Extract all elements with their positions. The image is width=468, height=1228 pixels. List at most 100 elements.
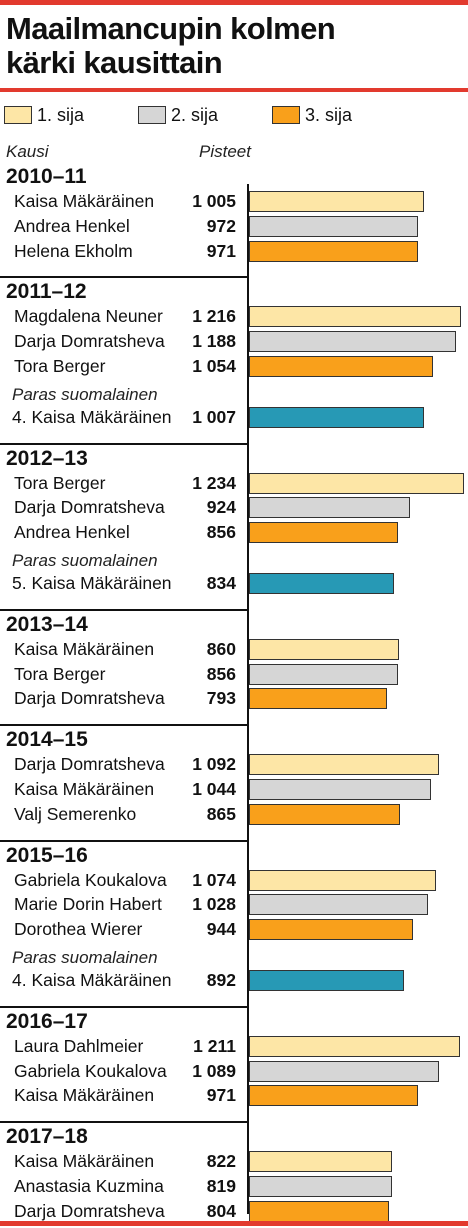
bar-rank-3	[249, 803, 400, 825]
season-separator	[0, 608, 248, 611]
legend-label-1st: 1. sija	[37, 105, 85, 125]
bar-rank-2	[249, 663, 398, 685]
season-separator	[0, 1005, 248, 1008]
bar-rank-3	[249, 522, 398, 544]
season-label: 2012–13	[6, 446, 88, 470]
athlete-name: Darja Domratsheva	[14, 754, 165, 775]
best-finnish-label: Paras suomalainen	[12, 384, 158, 404]
bar-rank-2	[249, 779, 431, 800]
athlete-name: Anastasia Kuzmina	[14, 1176, 164, 1196]
bar-baseline	[247, 184, 249, 1214]
chart-title-line-1: Maailmancupin kolmen	[6, 11, 336, 46]
bar-rank-3	[249, 356, 433, 377]
points-label: 944	[206, 919, 236, 940]
points-label: 860	[206, 638, 236, 659]
season-separator	[0, 1121, 248, 1124]
season-separator	[0, 276, 248, 279]
points-label: 856	[206, 522, 236, 543]
points-label: 865	[206, 803, 236, 824]
points-label: 856	[206, 663, 236, 684]
legend-swatch-1st	[4, 106, 32, 124]
athlete-name: Tora Berger	[14, 472, 106, 493]
athlete-name: 4. Kaisa Mäkäräinen	[12, 406, 172, 427]
athlete-name: Andrea Henkel	[14, 522, 130, 543]
points-label: 1 028	[192, 894, 236, 915]
bar-rank-2	[249, 215, 418, 237]
season-label: 2016–17	[6, 1009, 88, 1033]
points-label: 892	[206, 970, 236, 990]
bar-best-finnish	[249, 970, 404, 991]
bar-rank-1	[249, 754, 439, 776]
bar-rank-3	[249, 919, 413, 941]
bar-rank-1	[249, 638, 399, 660]
points-label: 834	[206, 573, 236, 593]
points-label: 804	[206, 1200, 236, 1221]
season-separator	[0, 442, 248, 445]
points-label: 822	[206, 1151, 236, 1172]
athlete-name: Marie Dorin Habert	[14, 894, 162, 915]
bottom-accent-bar	[0, 1221, 468, 1226]
bar-rank-1	[249, 191, 424, 212]
athlete-name: Gabriela Koukalova	[14, 869, 167, 890]
season-label: 2011–12	[6, 280, 87, 304]
points-label: 972	[206, 215, 236, 236]
athlete-name: Darja Domratsheva	[14, 331, 165, 352]
athlete-name: 5. Kaisa Mäkäräinen	[12, 573, 172, 593]
points-label: 924	[206, 497, 236, 518]
athlete-name: Tora Berger	[14, 663, 106, 684]
points-label: 1 044	[192, 779, 236, 799]
points-column-header: Pisteet	[199, 142, 251, 161]
athlete-name: Tora Berger	[14, 356, 106, 376]
points-label: 1 211	[193, 1035, 236, 1056]
athlete-name: Kaisa Mäkäräinen	[14, 779, 155, 799]
athlete-name: Gabriela Koukalova	[14, 1060, 167, 1081]
bar-rank-2	[249, 331, 456, 353]
legend: 1. sija 2. sija 3. sija	[0, 104, 468, 128]
season-label: 2010–11	[6, 165, 87, 188]
athlete-name: Darja Domratsheva	[14, 1200, 165, 1221]
athlete-name: Kaisa Mäkäräinen	[14, 191, 155, 211]
legend-swatch-2nd	[138, 106, 166, 124]
legend-swatch-3rd	[272, 106, 300, 124]
points-label: 971	[206, 1085, 236, 1106]
bar-best-finnish	[249, 406, 424, 428]
season-separator	[0, 839, 248, 842]
athlete-name: Magdalena Neuner	[14, 306, 163, 327]
athlete-name: Kaisa Mäkäräinen	[14, 1151, 155, 1172]
points-label: 819	[206, 1176, 236, 1196]
bar-rank-1	[249, 1151, 392, 1173]
points-label: 1 188	[192, 331, 236, 352]
athlete-name: Kaisa Mäkäräinen	[14, 638, 155, 659]
season-separator	[0, 724, 248, 727]
bar-rank-1	[249, 869, 436, 891]
athlete-name: Andrea Henkel	[14, 215, 130, 236]
chart-title-line-2: kärki kausittain	[6, 45, 223, 80]
points-label: 1 007	[192, 406, 236, 427]
points-label: 1 054	[192, 356, 236, 376]
best-finnish-label: Paras suomalainen	[12, 551, 158, 570]
season-column-header: Kausi	[6, 142, 49, 161]
legend-label-3rd: 3. sija	[305, 105, 353, 125]
athlete-name: Helena Ekholm	[14, 240, 133, 261]
legend-label-2nd: 2. sija	[171, 105, 219, 125]
athlete-name: Darja Domratsheva	[14, 688, 165, 709]
bar-rank-2	[249, 1176, 392, 1197]
season-label: 2017–18	[6, 1125, 88, 1149]
bar-rank-3	[249, 240, 418, 262]
bar-rank-3	[249, 1085, 418, 1107]
bar-rank-1	[249, 472, 464, 494]
athlete-name: Darja Domratsheva	[14, 497, 165, 518]
bar-rank-1	[249, 1035, 460, 1057]
best-finnish-label: Paras suomalainen	[12, 948, 158, 967]
top-accent-bar	[0, 0, 468, 5]
bar-best-finnish	[249, 573, 394, 594]
points-label: 1 089	[192, 1060, 236, 1081]
bar-rank-2	[249, 894, 428, 916]
season-label: 2015–16	[6, 843, 88, 867]
athlete-name: Kaisa Mäkäräinen	[14, 1085, 155, 1106]
bar-rank-2	[249, 1060, 439, 1082]
season-label: 2013–14	[6, 612, 88, 636]
athlete-name: Laura Dahlmeier	[14, 1035, 144, 1056]
athlete-name: Valj Semerenko	[14, 803, 137, 824]
points-label: 793	[206, 688, 236, 709]
